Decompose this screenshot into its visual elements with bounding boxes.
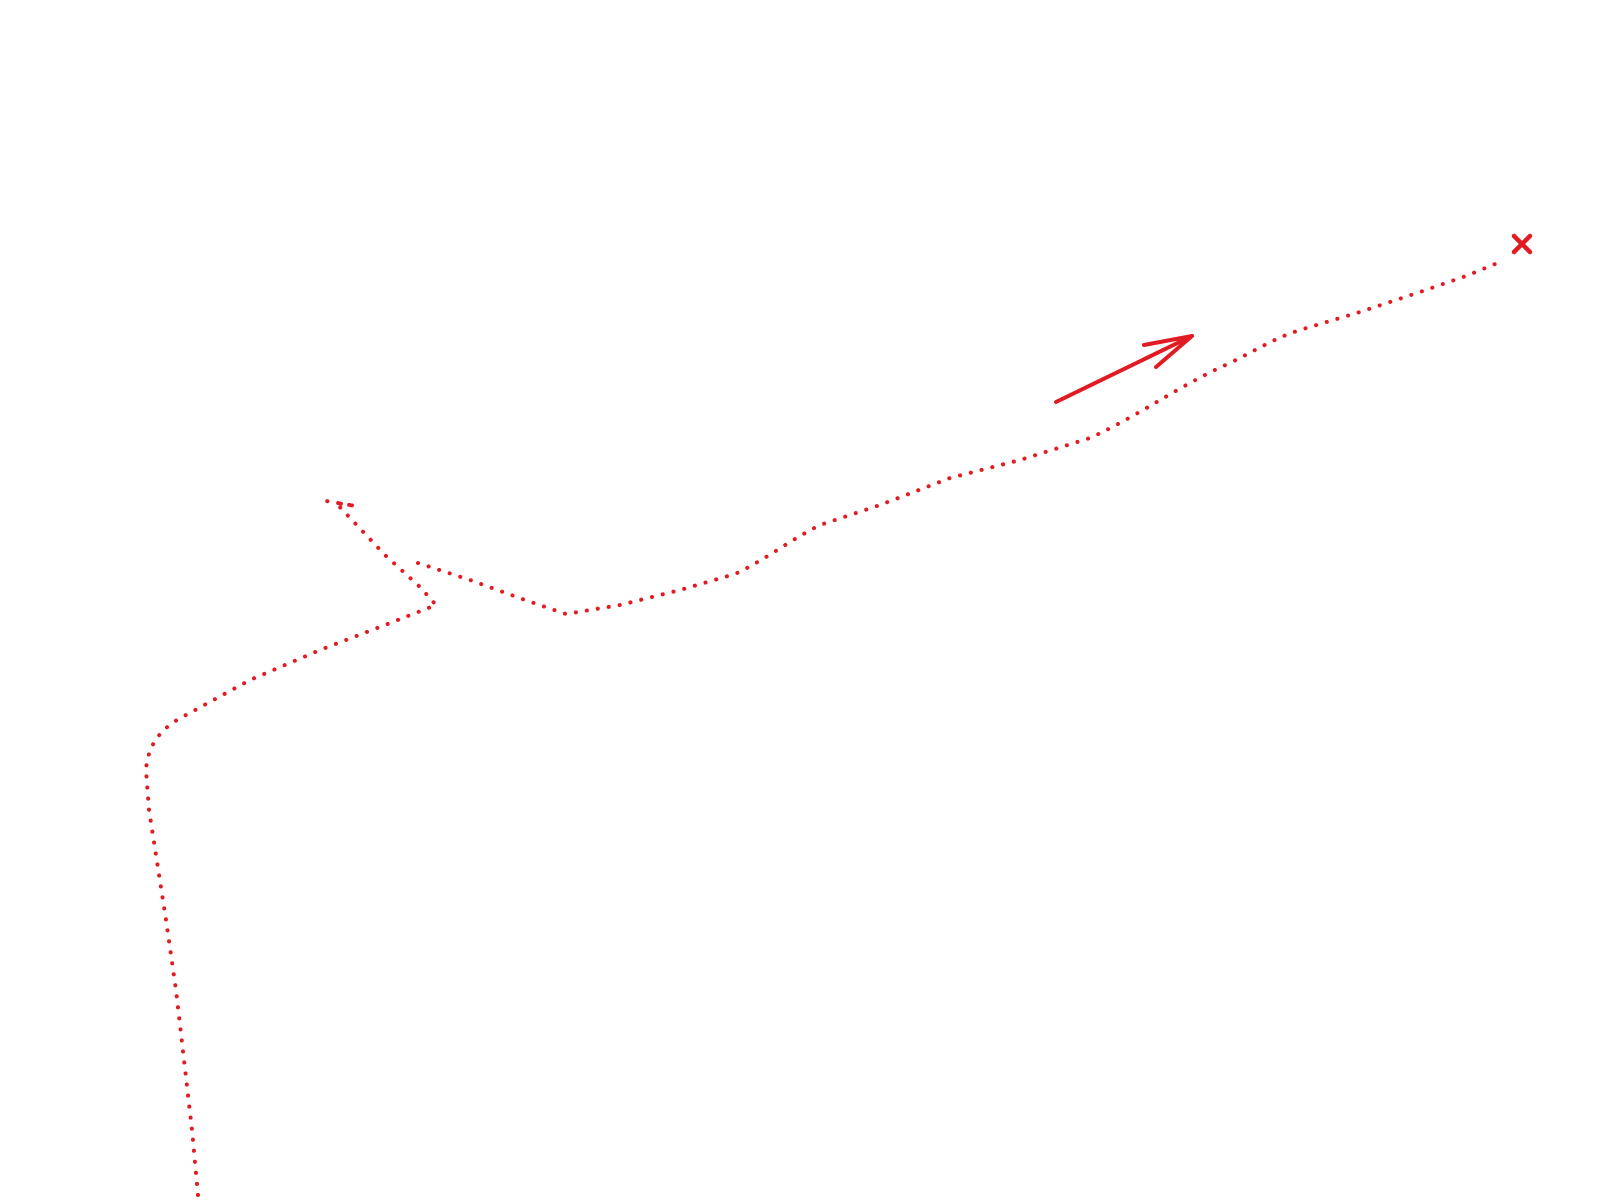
x-cross-icon xyxy=(1511,233,1533,255)
route-track xyxy=(144,260,1502,1197)
arrow-icon xyxy=(1054,334,1194,404)
